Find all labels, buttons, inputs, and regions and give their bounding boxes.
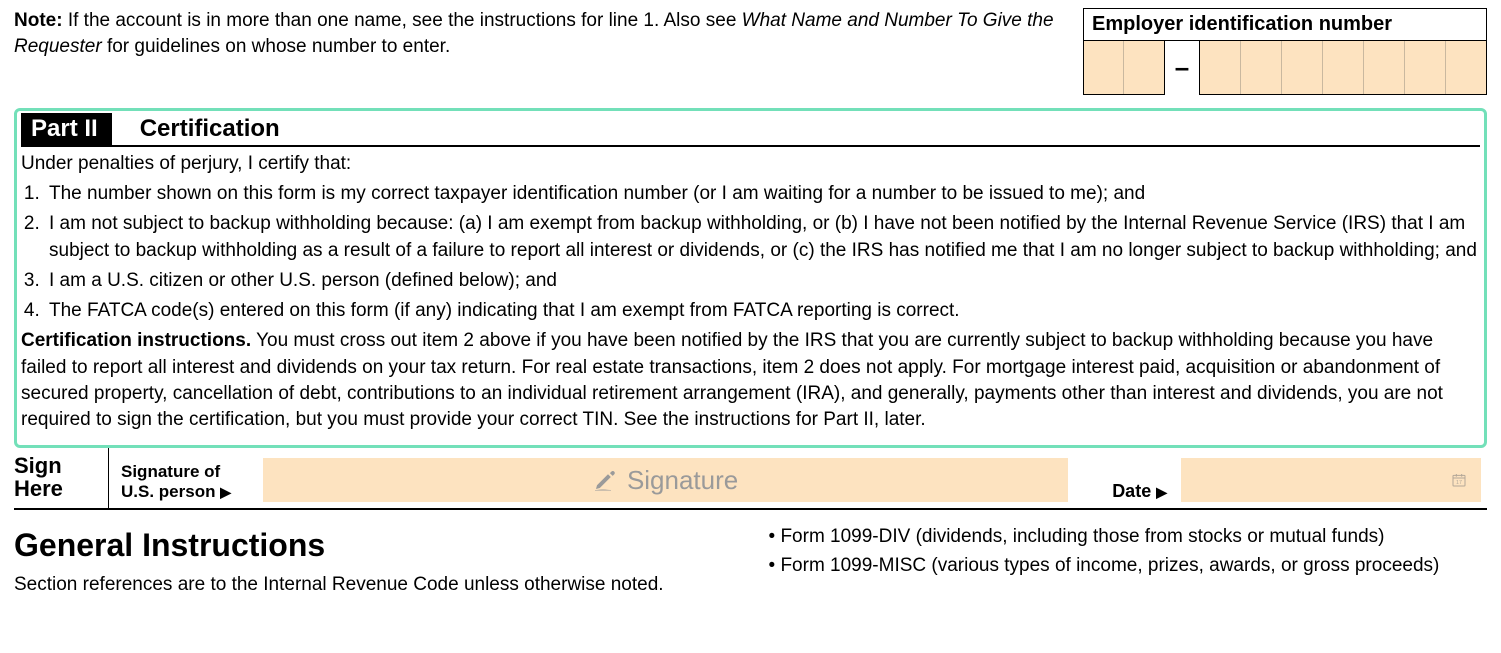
- ein-pair: [1083, 41, 1165, 95]
- cert-item-3: I am a U.S. citizen or other U.S. person…: [45, 268, 1480, 294]
- note-text-2: for guidelines on whose number to enter.: [102, 36, 451, 57]
- ein-cell[interactable]: [1446, 41, 1486, 94]
- arrow-icon: ▶: [1156, 484, 1167, 500]
- sign-row: Sign Here Signature of U.S. person ▶ Sig…: [14, 448, 1487, 510]
- arrow-icon: ▶: [220, 484, 231, 500]
- top-row: Note: If the account is in more than one…: [14, 8, 1487, 94]
- gi-bullet-2: • Form 1099-MISC (various types of incom…: [769, 553, 1488, 578]
- ein-cell[interactable]: [1323, 41, 1364, 94]
- certification-list: The number shown on this form is my corr…: [21, 181, 1480, 324]
- ein-dash: –: [1165, 41, 1199, 94]
- ein-cell[interactable]: [1241, 41, 1282, 94]
- sigof-l1: Signature of: [121, 462, 220, 481]
- sign-here-label: Sign Here: [14, 448, 109, 508]
- cert-item-4: The FATCA code(s) entered on this form (…: [45, 298, 1480, 324]
- ein-cell[interactable]: [1405, 41, 1446, 94]
- cert-item-1: The number shown on this form is my corr…: [45, 181, 1480, 207]
- gi-left-col: General Instructions Section references …: [14, 520, 733, 601]
- ein-seven: [1199, 41, 1487, 95]
- sign-here-l1: Sign: [14, 453, 62, 478]
- general-instructions-row: General Instructions Section references …: [14, 520, 1487, 601]
- ein-cell[interactable]: [1084, 41, 1124, 94]
- sign-here-l2: Here: [14, 476, 63, 501]
- note-text-1: If the account is in more than one name,…: [63, 10, 742, 31]
- certification-body: Under penalties of perjury, I certify th…: [21, 151, 1480, 433]
- signature-field[interactable]: Signature: [263, 458, 1068, 502]
- signature-placeholder: Signature: [627, 465, 738, 496]
- ein-header: Employer identification number: [1083, 8, 1487, 40]
- part-ii-header: Part II Certification: [21, 111, 1480, 147]
- ein-block: Employer identification number –: [1083, 8, 1487, 94]
- ein-cell[interactable]: [1282, 41, 1323, 94]
- ein-cells: –: [1083, 40, 1487, 94]
- gi-bullet-1: • Form 1099-DIV (dividends, including th…: [769, 524, 1488, 549]
- date-field[interactable]: 17: [1181, 458, 1481, 502]
- gi-left-p: Section references are to the Internal R…: [14, 572, 733, 597]
- part-ii-badge: Part II: [21, 113, 112, 145]
- cert-item-2: I am not subject to backup withholding b…: [45, 211, 1480, 263]
- certification-intro: Under penalties of perjury, I certify th…: [21, 151, 1480, 177]
- svg-text:17: 17: [1456, 480, 1462, 486]
- ein-cell[interactable]: [1124, 41, 1164, 94]
- sigof-l2: U.S. person: [121, 482, 215, 501]
- pen-icon: [593, 468, 617, 492]
- date-label: Date ▶: [1074, 481, 1177, 508]
- general-instructions-heading: General Instructions: [14, 524, 733, 566]
- part-ii-box: Part II Certification Under penalties of…: [14, 108, 1487, 448]
- signature-of-label: Signature of U.S. person ▶: [109, 448, 259, 508]
- cert-instr-label: Certification instructions.: [21, 330, 251, 351]
- ein-cell[interactable]: [1364, 41, 1405, 94]
- cert-instructions: Certification instructions. You must cro…: [21, 328, 1480, 433]
- gi-right-col: • Form 1099-DIV (dividends, including th…: [769, 520, 1488, 601]
- ein-cell[interactable]: [1200, 41, 1241, 94]
- part-ii-title: Certification: [140, 115, 280, 143]
- calendar-icon: 17: [1451, 472, 1467, 488]
- w9-form-fragment: Note: If the account is in more than one…: [0, 0, 1501, 602]
- note-label: Note:: [14, 10, 63, 31]
- note-block: Note: If the account is in more than one…: [14, 8, 1065, 59]
